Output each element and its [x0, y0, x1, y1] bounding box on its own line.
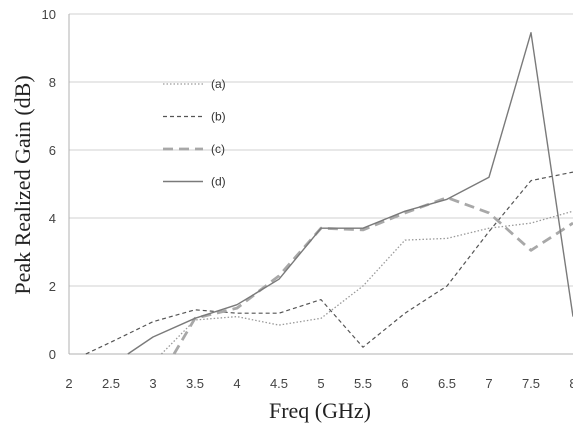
y-tick-label: 2	[49, 279, 56, 294]
series-line-1	[160, 210, 573, 355]
series-line-2	[85, 171, 573, 355]
x-tick-label: 3.5	[186, 376, 204, 391]
x-tick-label: 3	[149, 376, 156, 391]
legend-label-1: (a)	[211, 77, 226, 91]
y-tick-label: 6	[49, 143, 56, 158]
y-tick-label: 0	[49, 347, 56, 362]
x-tick-label: 5	[317, 376, 324, 391]
x-tick-label: 6.5	[438, 376, 456, 391]
x-tick-label: 4	[233, 376, 240, 391]
legend-label-3: (c)	[211, 142, 225, 156]
y-tick-label: 4	[49, 211, 56, 226]
x-tick-label: 8	[569, 376, 573, 391]
y-axis-label: Peak Realized Gain (dB)	[10, 75, 35, 294]
legend-label-2: (b)	[211, 110, 226, 124]
series-line-4	[127, 32, 573, 355]
y-tick-label: 8	[49, 75, 56, 90]
series-line-3	[172, 196, 573, 355]
x-tick-label: 4.5	[270, 376, 288, 391]
x-tick-label: 2.5	[102, 376, 120, 391]
legend: (a) (b) (c) (d)	[163, 77, 226, 189]
x-tick-label: 7.5	[522, 376, 540, 391]
series-layer	[85, 32, 573, 355]
legend-label-4: (d)	[211, 175, 226, 189]
y-tick-label: 10	[42, 7, 56, 22]
gridlines	[69, 13, 573, 287]
axes	[68, 14, 573, 355]
x-axis-label: Freq (GHz)	[269, 398, 371, 423]
x-tick-label: 7	[485, 376, 492, 391]
x-tick-label: 2	[65, 376, 72, 391]
x-tick-label: 6	[401, 376, 408, 391]
x-tick-label: 5.5	[354, 376, 372, 391]
